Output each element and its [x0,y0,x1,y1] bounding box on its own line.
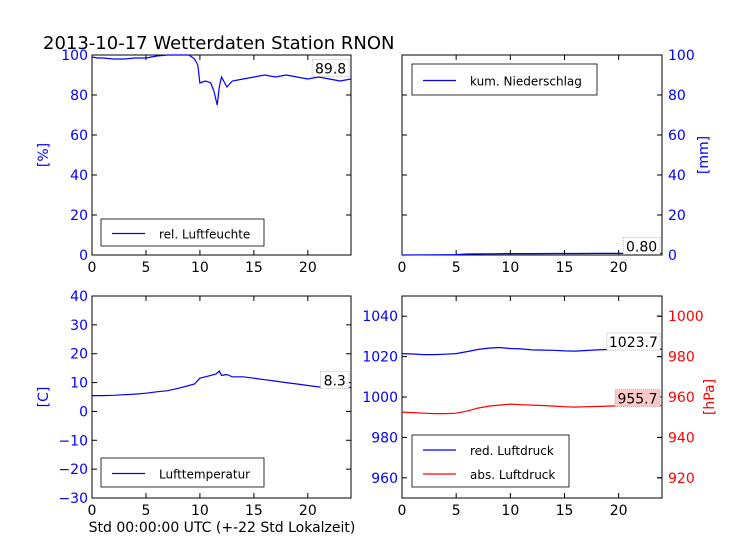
y-tick-label: −30 [58,491,88,507]
x-tick-label: 20 [299,503,317,519]
y-tick-label: 1000 [362,390,398,406]
x-tick-label: 10 [191,503,209,519]
panel-precipitation: 0 5 10 15 20 0 20 40 60 80 100 [mm] 0.80 kum. Nieders… [398,48,712,276]
y-tick-label-right: 980 [668,350,695,366]
x-tick-label: 5 [141,260,150,276]
x-tick-label: 15 [556,260,574,276]
legend-label-1: abs. Luftdruck [470,468,555,482]
y-tick-label: 20 [70,208,88,224]
x-tick-label: 10 [191,260,209,276]
x-tick-label: 20 [610,503,628,519]
legend-label-0: red. Luftdruck [470,444,554,458]
legend-box [411,434,570,488]
x-tick-label: 20 [299,260,317,276]
y-tick-label-right: 80 [668,88,686,104]
y-tick-label-right: 940 [668,430,695,446]
panel-temperature: 0 5 10 15 20 −30 −20 −10 0 10 20 30 40 [C] 8.3 Lufttemp… [36,289,352,519]
figure-title: 2013-10-17 Wetterdaten Station RNON [43,33,394,54]
x-tick-label: 0 [88,503,97,519]
series-line-0 [92,370,351,397]
x-tick-label: 15 [556,503,574,519]
x-tick-label: 15 [245,503,263,519]
panel-humidity: 0 5 10 15 20 0 20 40 60 80 100 [%] 89.8 rel. Luftfeuc… [36,48,352,276]
y-tick-label: 1040 [362,309,398,325]
y-tick-label: 80 [70,88,88,104]
last-value-label-box [311,59,350,77]
y-tick-label-right: 20 [668,208,686,224]
series-line-0 [401,252,662,256]
x-tick-label: 20 [610,260,628,276]
y-tick-label: 0 [79,404,88,420]
last-value-label: 0.80 [626,239,657,255]
x-tick-label: 5 [452,503,461,519]
last-value-label-box [622,236,661,255]
x-tick-label: 10 [501,260,519,276]
y-axis-label: [%] [36,143,52,167]
y-tick-label: 1020 [362,350,398,366]
y-tick-label: 980 [371,430,398,446]
legend: kum. Niederschlag [411,63,598,96]
y-tick-label: 20 [70,347,88,363]
shared-x-axis-label: Std 00:00:00 UTC (+-22 Std Lokalzeit) [89,520,356,536]
x-tick-label: 0 [398,503,407,519]
last-value-label: 1023.7 [609,335,658,351]
x-tick-label: 5 [141,503,150,519]
last-value-label: 8.3 [324,373,346,389]
last-value-label: 89.8 [315,61,346,77]
last-value-label-right: 955.7 [617,392,657,408]
x-tick-label: 0 [88,260,97,276]
y-tick-label-right: 0 [668,248,677,264]
last-value-label-box [319,371,350,389]
x-tick-label: 5 [452,260,461,276]
legend-box [100,457,265,488]
legend-label-0: rel. Luftfeuchte [159,228,250,242]
y-tick-label: −20 [58,462,88,478]
y-tick-label: 100 [61,48,88,64]
y-tick-label: 40 [70,289,88,305]
x-tick-label: 10 [501,503,519,519]
last-value-label-right-box [614,389,661,408]
legend: red. Luftdruck abs. Luftdruck [411,434,570,488]
y-tick-label-right: 960 [668,390,695,406]
x-tick-label: 0 [398,260,407,276]
last-value-label-box [606,332,661,351]
y-tick-label-right: 920 [668,471,695,487]
y-tick-label-right: 40 [668,168,686,184]
y-tick-label: 60 [70,128,88,144]
series-line-0 [91,54,352,106]
y-axis-label: [mm] [696,136,712,174]
y-tick-label: 40 [70,168,88,184]
legend-box [411,63,598,96]
y-tick-label: −10 [58,433,88,449]
y-tick-label: 0 [79,248,88,264]
legend-label-0: Lufttemperatur [159,468,250,482]
y-tick-label: 10 [70,376,88,392]
panel-pressure: 0 5 10 15 20 960 980 1000 1020 1040 920 940 960 980 10… [362,295,718,519]
y-axis-label: [C] [36,387,52,408]
y-tick-label-right: 60 [668,128,686,144]
x-tick-label: 15 [245,260,263,276]
y-tick-label: 30 [70,318,88,334]
y-tick-label: 960 [371,471,398,487]
legend: Lufttemperatur [100,457,265,488]
legend-box [100,218,265,247]
y-tick-label-right: 1000 [668,309,704,325]
legend: rel. Luftfeuchte [100,218,265,247]
legend-label-0: kum. Niederschlag [470,75,582,89]
y-tick-label-right: 100 [668,48,695,64]
y-axis-label: [hPa] [702,379,718,415]
